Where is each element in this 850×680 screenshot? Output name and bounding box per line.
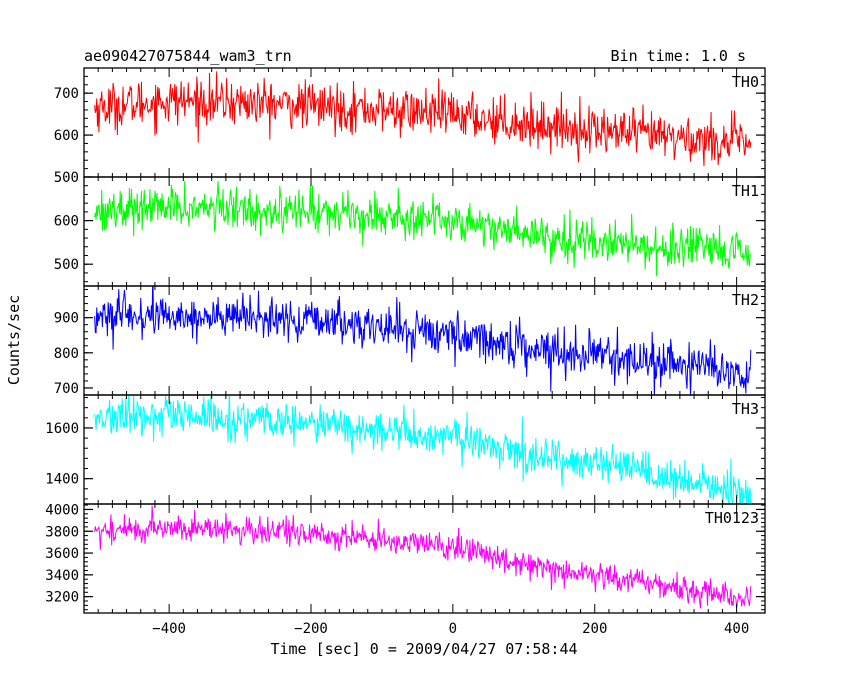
y-tick-label: 500 <box>54 257 79 273</box>
panels-group: 500 600 700 TH0 500 600 TH1 700 800 900 TH2 1400 160… <box>45 67 766 614</box>
y-tick-label: 1600 <box>45 421 79 437</box>
x-axis-label: Time [sec] 0 = 2009/04/27 07:58:44 <box>270 640 577 658</box>
panel-th1: 500 600 TH1 <box>54 176 766 287</box>
x-tick-label: 200 <box>582 621 607 637</box>
panel-frame <box>83 67 766 178</box>
series-label-th3: TH3 <box>732 400 759 418</box>
x-tick-label: −200 <box>294 621 328 637</box>
series-line-th0 <box>94 71 752 167</box>
panel-th3: 1400 1600 TH3 <box>45 394 766 505</box>
y-axis-label: Counts/sec <box>5 295 23 385</box>
y-tick-label: 700 <box>54 381 79 397</box>
y-tick-label: 900 <box>54 311 79 327</box>
y-tick-label: 3600 <box>45 546 79 562</box>
y-tick-label: 600 <box>54 128 79 144</box>
panel-th2: 700 800 900 TH2 <box>54 285 766 397</box>
y-tick-label: 4000 <box>45 502 79 518</box>
panel-th0: 500 600 700 TH0 <box>54 67 766 186</box>
panel-frame <box>83 285 766 396</box>
panel-th0123: 3200 3400 3600 3800 4000 TH0123 <box>45 502 766 614</box>
x-tick-label: −400 <box>152 621 186 637</box>
y-tick-label: 700 <box>54 86 79 102</box>
series-label-th2: TH2 <box>732 291 759 309</box>
series-label-th0: TH0 <box>732 73 759 91</box>
series-line-th0123 <box>94 505 752 609</box>
y-tick-label: 500 <box>54 170 79 186</box>
y-tick-label: 800 <box>54 346 79 362</box>
panel-frame <box>83 503 766 614</box>
x-tick-label: 0 <box>449 621 457 637</box>
x-axis: −400 −200 0 200 400 <box>152 621 749 637</box>
y-tick-label: 3800 <box>45 524 79 540</box>
series-line-th3 <box>94 395 752 504</box>
y-tick-label: 1400 <box>45 472 79 488</box>
panel-frame <box>83 176 766 287</box>
bin-time-label: Bin time: 1.0 s <box>611 47 746 65</box>
series-line-th1 <box>94 180 752 277</box>
y-tick-label: 600 <box>54 214 79 230</box>
series-label-th0123: TH0123 <box>705 509 759 527</box>
x-tick-label: 400 <box>724 621 749 637</box>
y-tick-label: 3400 <box>45 568 79 584</box>
chart-title: ae090427075844_wam3_trn <box>84 47 292 65</box>
y-tick-label: 3200 <box>45 590 79 606</box>
series-line-th2 <box>94 286 752 395</box>
series-label-th1: TH1 <box>732 182 759 200</box>
